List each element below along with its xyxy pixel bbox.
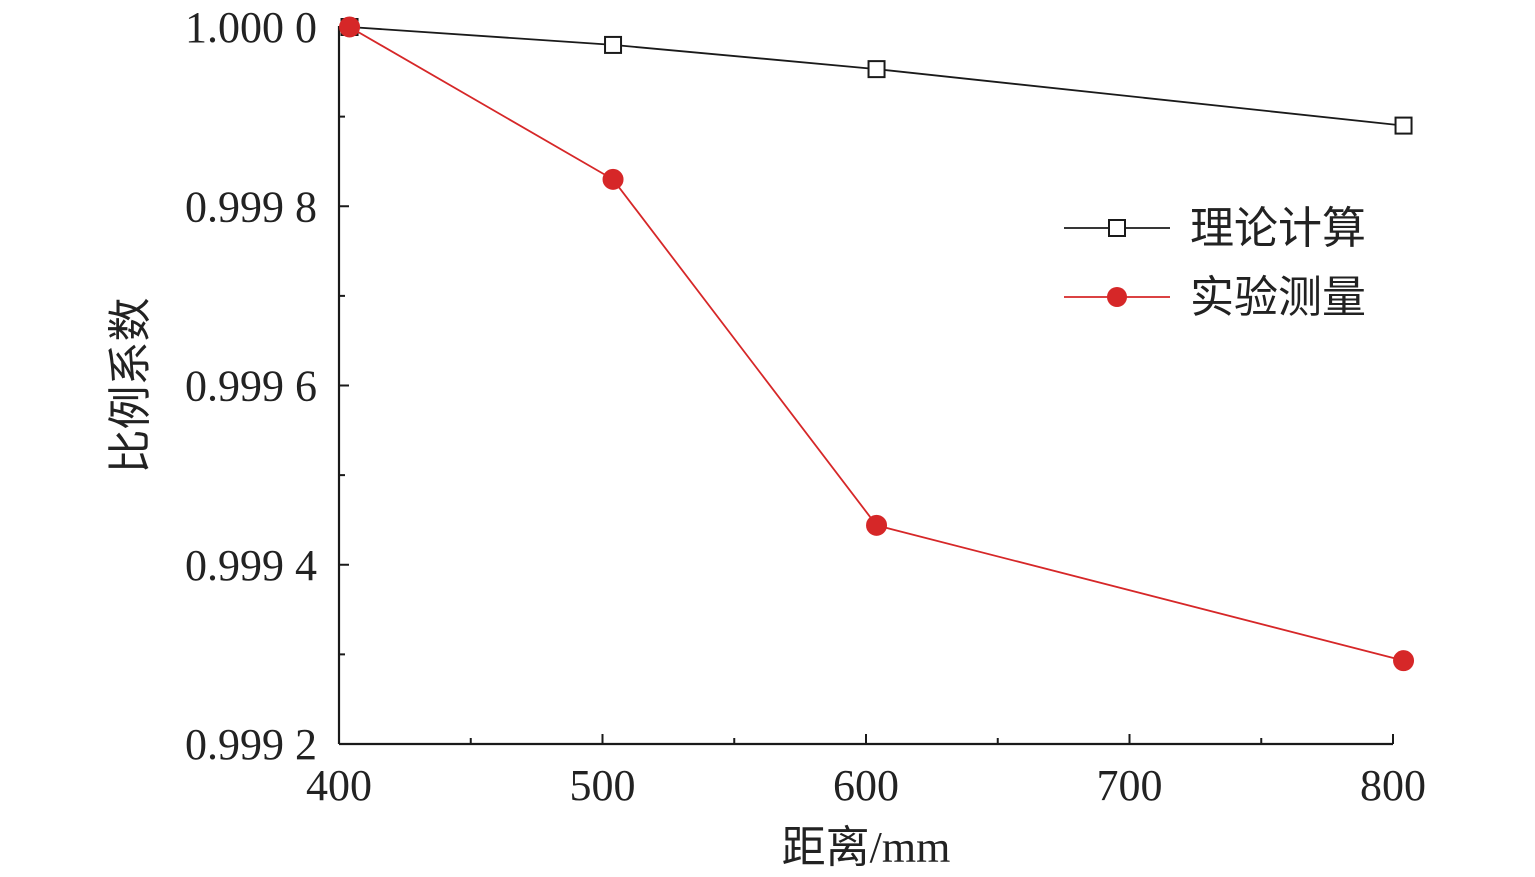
data-point [604,35,623,54]
series-line [349,26,1404,662]
data-point [602,168,624,190]
data-point [1394,116,1413,135]
series-layer [339,16,1415,672]
data-point [339,16,361,38]
x-ticks: 400 500 600 700 800 [306,734,1426,810]
y-axis-title: 比例系数 [106,298,155,474]
legend: 理论计算 实验测量 [1064,204,1366,322]
axes [337,26,1393,746]
legend-marker-theory [1108,219,1126,237]
y-tick-label: 1.000 0 [185,3,317,52]
x-tick-label: 400 [306,761,372,810]
y-tick-label: 0.999 8 [185,182,317,231]
x-axis-title: 距离/mm [782,823,951,872]
y-tick-label: 0.999 2 [185,720,317,769]
x-tick-label: 500 [570,761,636,810]
data-point [1393,650,1415,672]
y-ticks: 0.999 2 0.999 4 0.999 6 0.999 8 1.000 0 [185,3,349,769]
legend-item-experiment: 实验测量 [1064,273,1366,322]
legend-label-experiment: 实验测量 [1190,273,1366,322]
legend-label-theory: 理论计算 [1190,204,1366,253]
data-point [867,60,886,79]
legend-marker-experiment [1107,287,1127,307]
x-tick-label: 800 [1360,761,1426,810]
series-line [349,26,1404,127]
y-tick-label: 0.999 4 [185,541,317,590]
x-tick-label: 600 [833,761,899,810]
y-tick-label: 0.999 6 [185,362,317,411]
data-point [866,514,888,536]
x-tick-label: 700 [1097,761,1163,810]
legend-item-theory: 理论计算 [1064,204,1366,253]
